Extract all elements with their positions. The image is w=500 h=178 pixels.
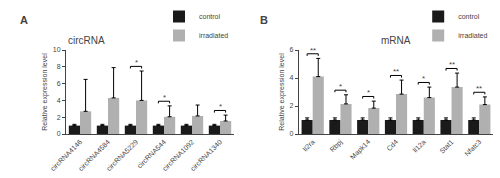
svg-text:*: * [422,74,425,83]
svg-text:mRNA: mRNA [381,35,411,46]
svg-text:2: 2 [289,102,293,109]
svg-text:0: 0 [57,130,61,137]
svg-text:Relative expression level: Relative expression level [41,53,49,131]
svg-text:*: * [135,58,138,67]
svg-text:circRNA4146: circRNA4146 [49,138,83,172]
svg-text:circRNA4584: circRNA4584 [77,138,111,172]
svg-text:*: * [219,102,222,111]
svg-text:circRNA544: circRNA544 [136,138,167,169]
svg-text:**: ** [393,67,399,76]
svg-text:irradiated: irradiated [199,32,228,39]
svg-text:6: 6 [57,80,61,87]
svg-text:6: 6 [289,46,293,53]
svg-text:Nfatc3: Nfatc3 [463,138,482,157]
svg-text:**: ** [449,60,455,69]
svg-text:Cd4: Cd4 [385,138,399,152]
svg-text:0: 0 [289,130,293,137]
svg-text:10: 10 [53,46,61,53]
svg-text:*: * [163,93,166,102]
svg-text:A: A [20,14,28,26]
svg-text:Relative expression level: Relative expression level [278,53,286,131]
svg-text:8: 8 [57,63,61,70]
svg-text:circRNA1340: circRNA1340 [189,138,223,172]
svg-text:circRNA5229: circRNA5229 [105,138,139,172]
svg-text:Il12a: Il12a [411,138,427,154]
svg-text:4: 4 [57,97,61,104]
svg-text:B: B [260,14,268,26]
svg-text:4: 4 [289,74,293,81]
svg-text:*: * [339,82,342,91]
svg-text:*: * [367,88,370,97]
svg-text:irradiated: irradiated [458,32,487,39]
svg-text:circRNA1092: circRNA1092 [161,138,195,172]
svg-text:**: ** [476,84,482,93]
svg-text:Mapk14: Mapk14 [349,138,372,161]
svg-text:2: 2 [57,114,61,121]
svg-text:Il2ra: Il2ra [301,138,316,153]
svg-text:control: control [458,13,479,20]
svg-text:control: control [199,13,220,20]
svg-text:circRNA: circRNA [68,35,105,46]
svg-text:Rbpj: Rbpj [329,138,345,154]
svg-text:Stat1: Stat1 [438,138,455,155]
svg-text:**: ** [310,46,316,55]
